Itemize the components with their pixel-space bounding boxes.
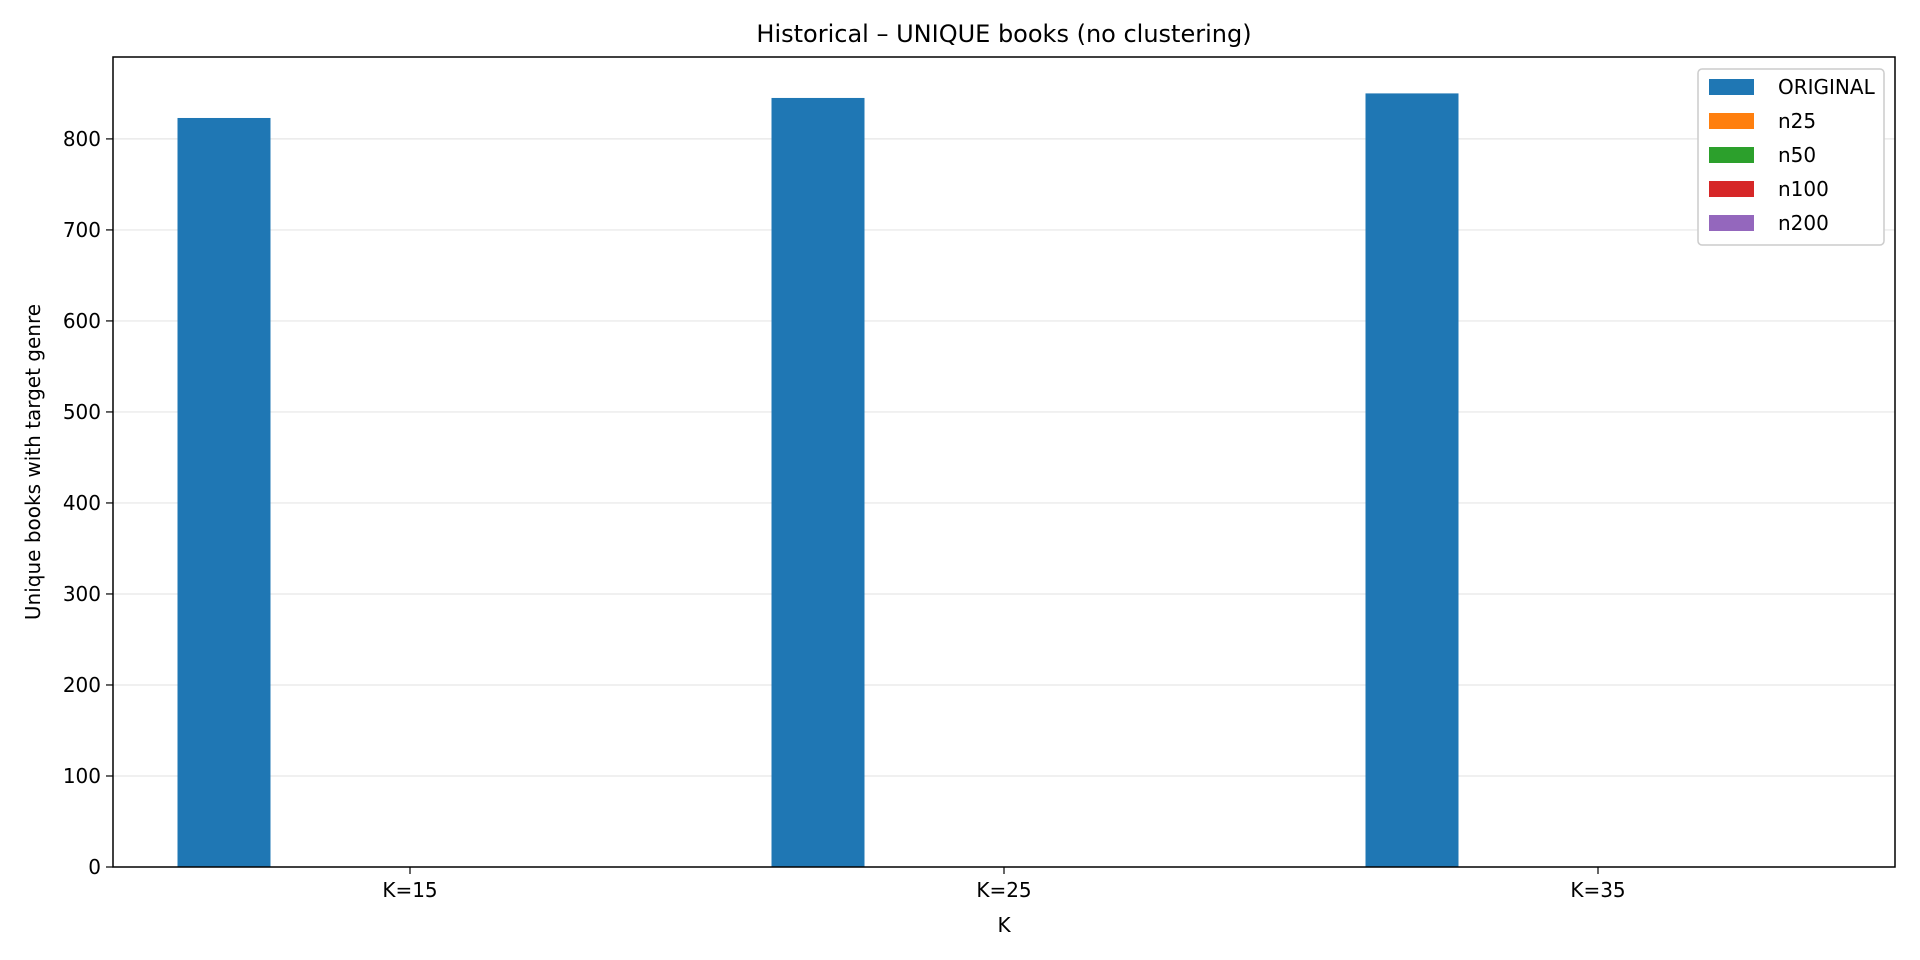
bar-original-k15: [177, 117, 271, 867]
legend-label-n200: n200: [1778, 211, 1829, 235]
y-tick-label: 500: [63, 400, 101, 424]
y-tick-label: 600: [63, 309, 101, 333]
legend-label-n25: n25: [1778, 109, 1816, 133]
x-axis-label: K: [997, 913, 1011, 937]
y-tick-label: 100: [63, 764, 101, 788]
legend-swatch-n100: [1709, 181, 1754, 197]
x-tick-label: K=15: [382, 878, 437, 902]
legend-swatch-n200: [1709, 215, 1754, 231]
y-tick-label: 300: [63, 582, 101, 606]
legend-swatch-n25: [1709, 113, 1754, 129]
legend-label-original: ORIGINAL: [1778, 75, 1876, 99]
bar-original-k35: [1365, 93, 1459, 868]
x-tick-label: K=35: [1570, 878, 1625, 902]
chart-title: Historical – UNIQUE books (no clustering…: [756, 20, 1251, 48]
y-tick-label: 0: [88, 855, 101, 879]
x-tick-label: K=25: [976, 878, 1031, 902]
y-tick-label: 400: [63, 491, 101, 515]
y-axis-ticks: 0 100 200 300 400 500 600 700 800: [63, 127, 113, 879]
legend-swatch-original: [1709, 79, 1754, 95]
legend-swatch-n50: [1709, 147, 1754, 163]
y-axis-label: Unique books with target genre: [21, 304, 45, 620]
legend-label-n50: n50: [1778, 143, 1816, 167]
bars: [177, 93, 1459, 868]
legend-label-n100: n100: [1778, 177, 1829, 201]
x-axis-ticks: K=15 K=25 K=35: [382, 867, 1626, 902]
y-tick-label: 800: [63, 127, 101, 151]
y-tick-label: 200: [63, 673, 101, 697]
bar-original-k25: [771, 97, 865, 867]
legend: ORIGINAL n25 n50 n100 n200: [1697, 68, 1885, 246]
grid-lines: [113, 138, 1895, 777]
y-tick-label: 700: [63, 218, 101, 242]
